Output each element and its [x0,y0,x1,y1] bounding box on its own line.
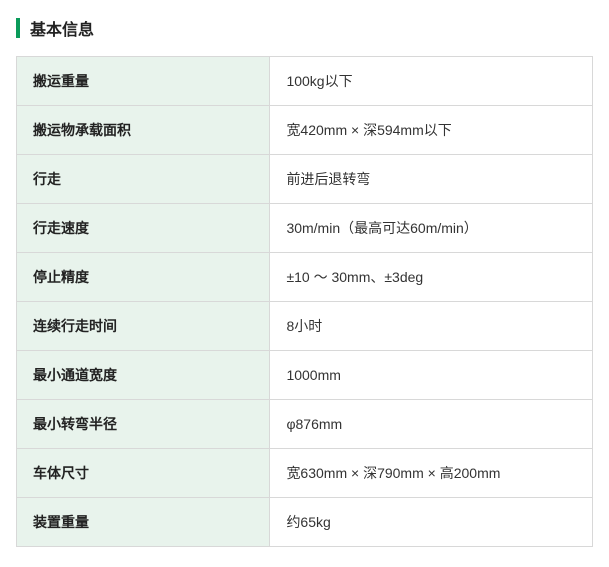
spec-panel: 基本信息 搬运重量 100kg以下 搬运物承载面积 宽420mm × 深594m… [16,16,593,547]
spec-label: 行走 [17,155,270,204]
table-row: 最小转弯半径 φ876mm [17,400,593,449]
spec-label: 连续行走时间 [17,302,270,351]
spec-label: 行走速度 [17,204,270,253]
table-row: 行走 前进后退转弯 [17,155,593,204]
spec-label: 搬运重量 [17,57,270,106]
spec-value: 约65kg [270,498,593,547]
table-row: 车体尺寸 宽630mm × 深790mm × 高200mm [17,449,593,498]
section-header: 基本信息 [16,16,593,40]
spec-label: 最小转弯半径 [17,400,270,449]
spec-label: 停止精度 [17,253,270,302]
spec-value: 30m/min（最高可达60m/min） [270,204,593,253]
spec-table: 搬运重量 100kg以下 搬运物承载面积 宽420mm × 深594mm以下 行… [16,56,593,547]
table-row: 搬运物承载面积 宽420mm × 深594mm以下 [17,106,593,155]
table-row: 停止精度 ±10 ～ 30mm、±3deg [17,253,593,302]
spec-label: 装置重量 [17,498,270,547]
spec-value: φ876mm [270,400,593,449]
table-row: 最小通道宽度 1000mm [17,351,593,400]
spec-value: 100kg以下 [270,57,593,106]
spec-value: 前进后退转弯 [270,155,593,204]
spec-value: 8小时 [270,302,593,351]
spec-value: 宽630mm × 深790mm × 高200mm [270,449,593,498]
spec-value: 宽420mm × 深594mm以下 [270,106,593,155]
table-row: 搬运重量 100kg以下 [17,57,593,106]
table-row: 连续行走时间 8小时 [17,302,593,351]
table-row: 行走速度 30m/min（最高可达60m/min） [17,204,593,253]
table-row: 装置重量 约65kg [17,498,593,547]
spec-label: 最小通道宽度 [17,351,270,400]
spec-value: ±10 ～ 30mm、±3deg [270,253,593,302]
spec-value: 1000mm [270,351,593,400]
spec-label: 车体尺寸 [17,449,270,498]
section-title: 基本信息 [30,16,94,40]
spec-label: 搬运物承载面积 [17,106,270,155]
accent-bar [16,18,20,38]
